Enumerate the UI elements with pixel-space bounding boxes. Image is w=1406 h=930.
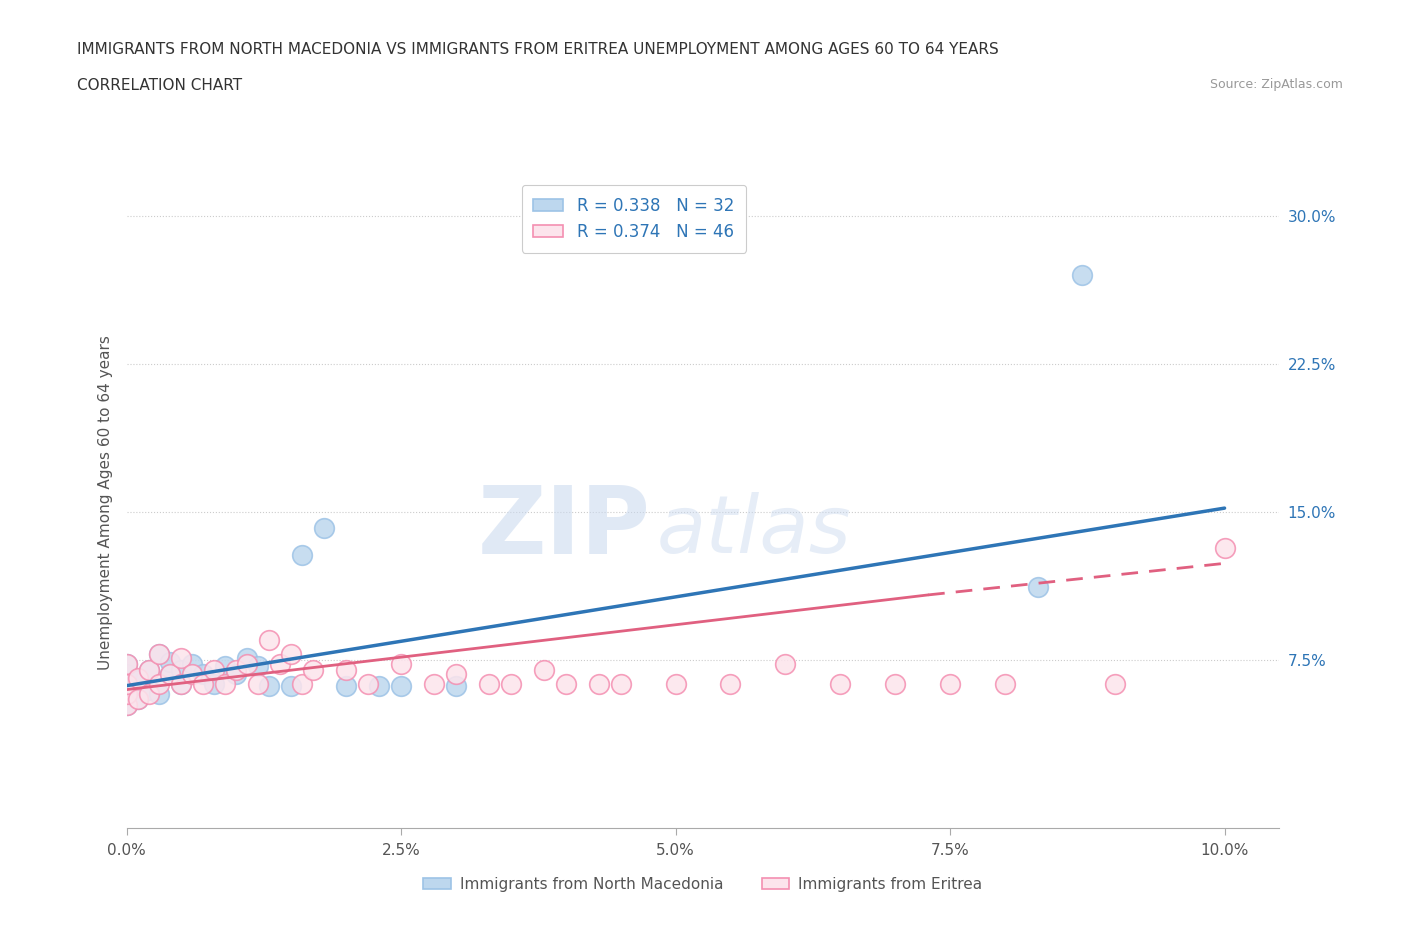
Point [115,686,138,701]
Point [138,686,160,701]
Point [225,662,247,677]
Point [170,676,193,691]
Point [170,662,193,677]
Point [181,657,204,671]
Point [127,672,149,687]
Point [533,662,555,677]
Point [170,676,193,691]
Legend: Immigrants from North Macedonia, Immigrants from Eritrea: Immigrants from North Macedonia, Immigra… [418,871,988,898]
Point [302,662,325,677]
Point [389,657,412,671]
Point [138,683,160,698]
Point [159,655,181,670]
Point [127,692,149,707]
Point [720,676,742,691]
Point [588,676,610,691]
Point [225,667,247,682]
Point [830,676,852,691]
Point [181,667,204,682]
Point [269,657,291,671]
Point [478,676,501,691]
Point [368,678,391,693]
Point [214,676,236,691]
Point [159,667,181,682]
Point [1070,268,1092,283]
Text: atlas: atlas [657,493,852,570]
Point [1213,540,1236,555]
Point [159,667,181,682]
Text: CORRELATION CHART: CORRELATION CHART [77,78,242,93]
Point [127,692,149,707]
Point [115,676,138,691]
Text: Source: ZipAtlas.com: Source: ZipAtlas.com [1209,78,1343,91]
Point [247,658,270,673]
Point [115,686,138,701]
Point [115,657,138,671]
Point [138,662,160,677]
Point [291,548,314,563]
Y-axis label: Unemployment Among Ages 60 to 64 years: Unemployment Among Ages 60 to 64 years [97,335,112,670]
Point [1104,676,1126,691]
Point [884,676,907,691]
Point [148,676,170,691]
Point [236,651,259,666]
Point [389,678,412,693]
Point [247,676,270,691]
Point [115,698,138,712]
Point [357,676,380,691]
Point [335,662,357,677]
Point [444,678,467,693]
Point [193,676,215,691]
Point [280,646,302,661]
Text: ZIP: ZIP [478,483,651,574]
Point [939,676,962,691]
Point [193,667,215,682]
Text: IMMIGRANTS FROM NORTH MACEDONIA VS IMMIGRANTS FROM ERITREA UNEMPLOYMENT AMONG AG: IMMIGRANTS FROM NORTH MACEDONIA VS IMMIG… [77,42,1000,57]
Point [554,676,576,691]
Point [335,678,357,693]
Point [994,676,1017,691]
Point [1026,579,1049,594]
Point [609,676,631,691]
Point [148,686,170,701]
Point [138,662,160,677]
Point [115,698,138,712]
Point [259,678,281,693]
Point [202,662,225,677]
Point [236,657,259,671]
Point [444,667,467,682]
Point [127,671,149,685]
Point [148,646,170,661]
Point [115,657,138,671]
Point [202,676,225,691]
Point [214,658,236,673]
Point [664,676,686,691]
Point [423,676,446,691]
Point [115,676,138,691]
Point [291,676,314,691]
Point [775,657,797,671]
Point [148,646,170,661]
Point [259,632,281,647]
Point [170,651,193,666]
Point [280,678,302,693]
Point [115,667,138,682]
Point [314,521,336,536]
Point [499,676,522,691]
